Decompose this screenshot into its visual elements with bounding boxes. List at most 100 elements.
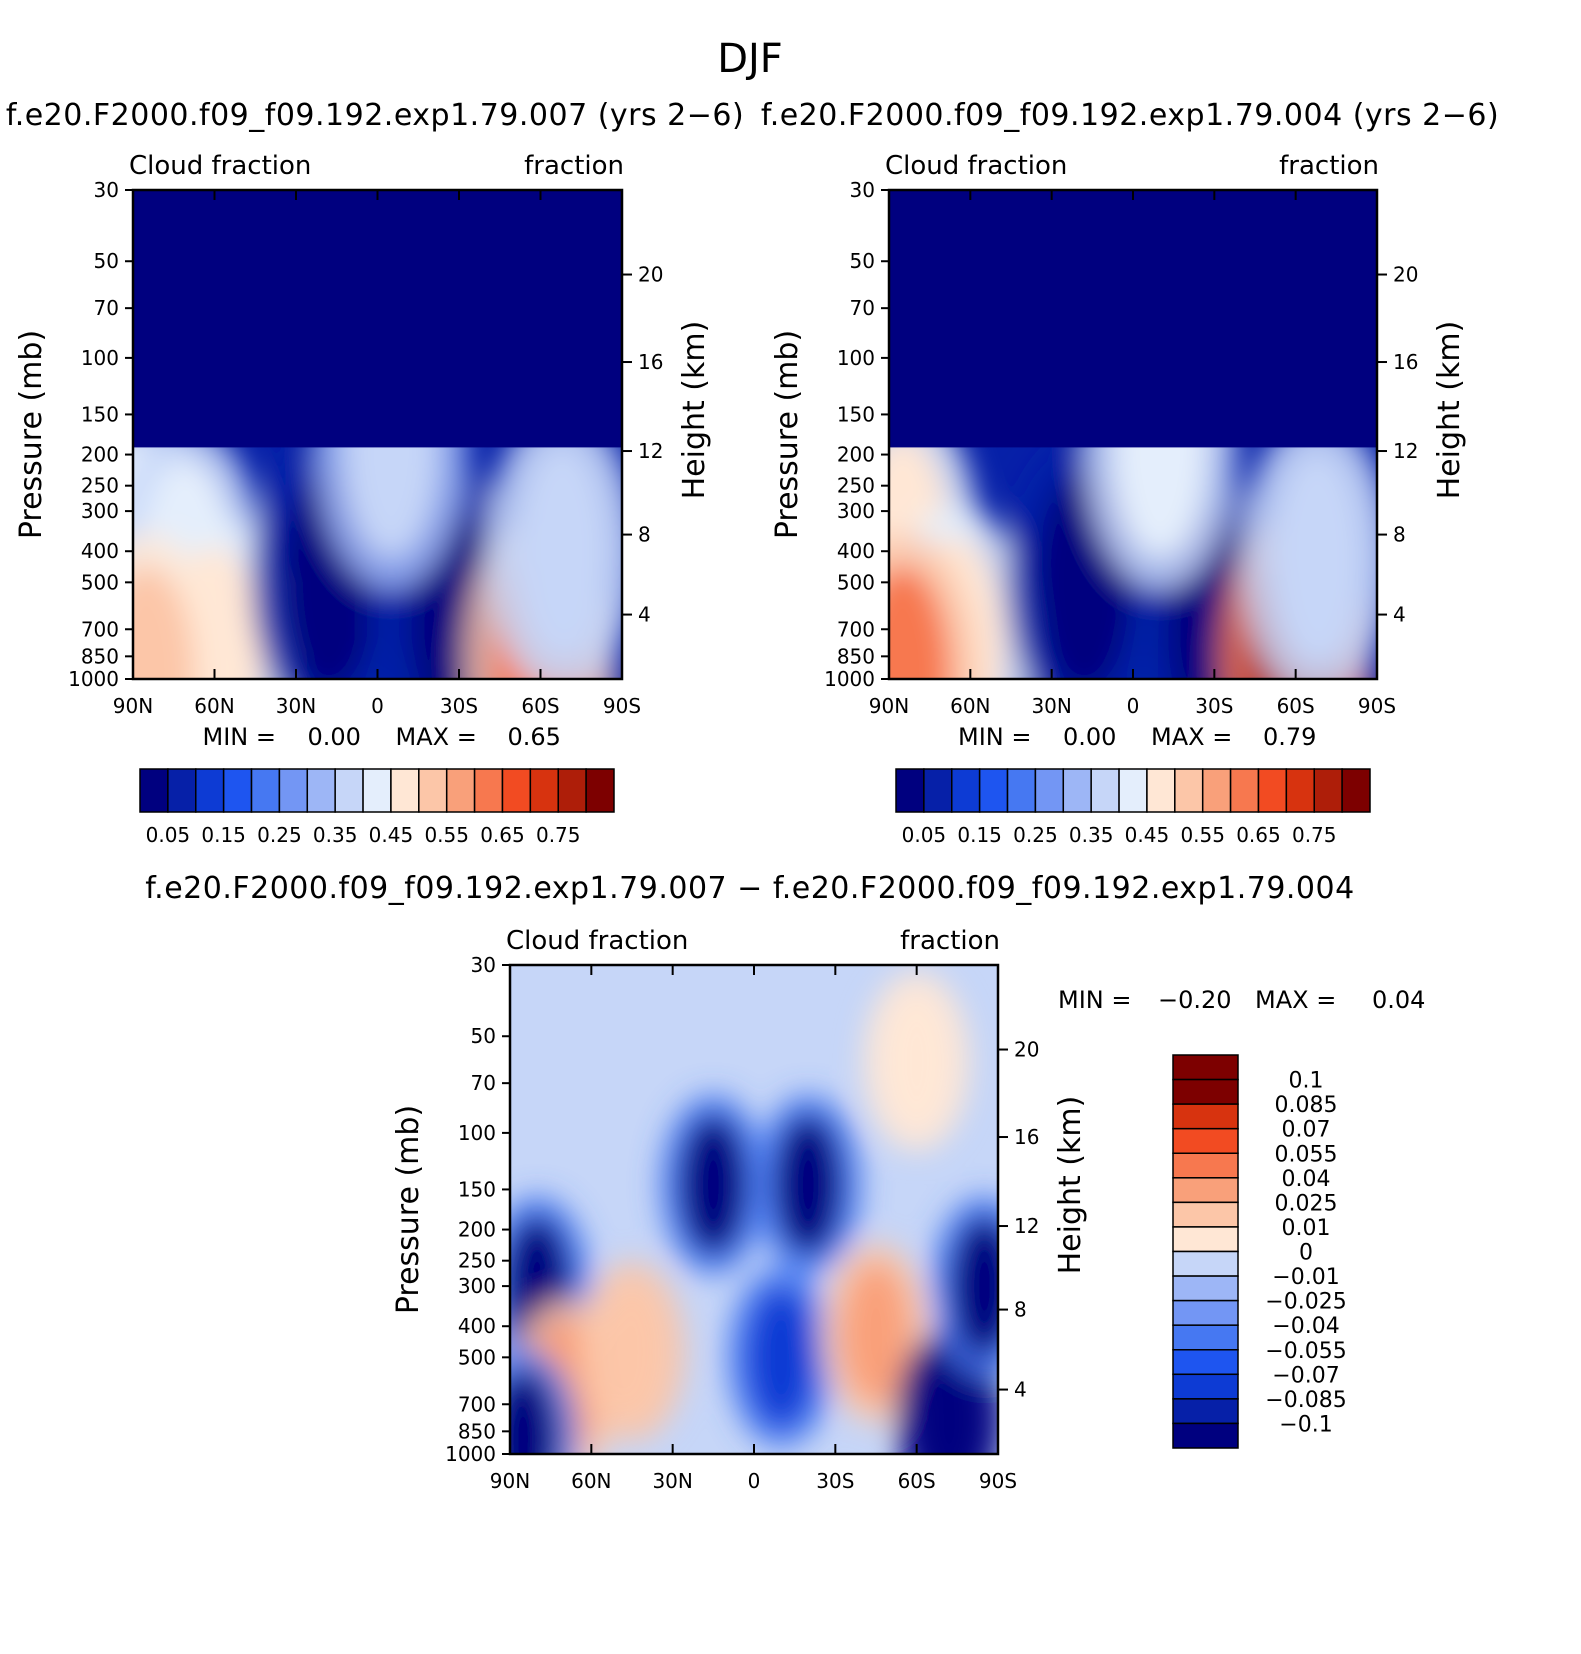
contour-core xyxy=(510,1369,558,1454)
y-tick-label: 500 xyxy=(837,570,875,594)
contour-core xyxy=(950,1216,998,1357)
page-title: DJF xyxy=(717,36,783,82)
min-label: MIN = xyxy=(203,723,276,751)
colorbar-label: −0.055 xyxy=(1265,1339,1346,1364)
contour-core xyxy=(915,1349,984,1454)
y2-tick-label: 4 xyxy=(1393,603,1406,627)
colorbar-box xyxy=(1172,1201,1239,1228)
y-tick-label: 150 xyxy=(458,1177,496,1201)
colorbar-box xyxy=(978,768,1009,813)
colorbar-label: 0.05 xyxy=(902,823,947,847)
panel-3: f.e20.F2000.f09_f09.192.exp1.79.007 − f.… xyxy=(145,871,1425,1493)
colorbar-box xyxy=(1090,768,1120,813)
colorbar-label: 0.75 xyxy=(536,823,581,847)
y2-tick-label: 16 xyxy=(1393,350,1418,374)
colorbar-box xyxy=(222,768,253,813)
colorbar-box xyxy=(1172,1177,1239,1204)
x-tick-label: 60N xyxy=(194,694,234,718)
y-tick-label: 850 xyxy=(458,1419,496,1443)
panel-right-label: fraction xyxy=(1279,151,1379,181)
y-tick-label: 500 xyxy=(458,1345,496,1369)
panel-right-label: fraction xyxy=(900,926,1000,956)
colorbar-box xyxy=(1062,768,1092,813)
contour-core xyxy=(598,1281,666,1422)
x-tick-label: 30N xyxy=(1031,694,1071,718)
y-axis-label: Pressure (mb) xyxy=(770,330,805,539)
panel-title: f.e20.F2000.f09_f09.192.exp1.79.007 − f.… xyxy=(145,871,1354,906)
x-tick-label: 60S xyxy=(521,694,559,718)
colorbar-box xyxy=(557,768,587,813)
colorbar-label: 0.55 xyxy=(424,823,469,847)
colorbar-box xyxy=(418,768,448,813)
colorbar-box xyxy=(250,768,281,813)
y2-tick-label: 16 xyxy=(638,350,663,374)
colorbar-label: −0.085 xyxy=(1265,1388,1346,1413)
x-tick-label: 60N xyxy=(571,1469,611,1493)
colorbar-box xyxy=(529,768,559,813)
y-tick-label: 300 xyxy=(81,499,119,523)
contour-field xyxy=(510,965,998,1454)
y2-axis-label: Height (km) xyxy=(677,321,712,500)
x-tick-label: 30N xyxy=(652,1469,692,1493)
y-tick-label: 100 xyxy=(458,1121,496,1145)
colorbar-label: 0.65 xyxy=(1236,823,1281,847)
colorbar-box xyxy=(1172,1250,1239,1277)
colorbar: 0.10.0850.070.0550.040.0250.010−0.01−0.0… xyxy=(1172,1054,1347,1449)
colorbar-label: 0.05 xyxy=(146,823,191,847)
y-tick-label: 300 xyxy=(837,499,875,523)
x-tick-label: 90S xyxy=(979,1469,1017,1493)
max-label: MAX = xyxy=(1151,723,1232,751)
min-value: 0.00 xyxy=(1063,723,1116,751)
y2-axis-label: Height (km) xyxy=(1432,321,1467,500)
x-tick-label: 30S xyxy=(440,694,478,718)
y2-tick-label: 8 xyxy=(638,523,651,547)
colorbar-label: 0.15 xyxy=(957,823,1002,847)
colorbar-box xyxy=(1172,1349,1239,1376)
colorbar-label: 0.085 xyxy=(1275,1093,1338,1118)
colorbar-box xyxy=(1172,1275,1239,1302)
colorbar-box xyxy=(923,768,953,813)
x-tick-label: 30S xyxy=(816,1469,854,1493)
y-tick-label: 30 xyxy=(94,178,119,202)
colorbar-label: −0.07 xyxy=(1272,1363,1339,1388)
colorbar-box xyxy=(951,768,981,813)
colorbar-label: 0.15 xyxy=(201,823,246,847)
y-tick-label: 200 xyxy=(837,443,875,467)
y2-tick-label: 4 xyxy=(638,603,651,627)
colorbar-box xyxy=(1034,768,1065,813)
panel-right-label: fraction xyxy=(524,151,624,181)
y-tick-label: 150 xyxy=(837,402,875,426)
x-tick-label: 0 xyxy=(748,1469,761,1493)
colorbar-label: 0 xyxy=(1299,1241,1313,1266)
y-tick-label: 250 xyxy=(837,474,875,498)
panel-left-label: Cloud fraction xyxy=(885,151,1067,181)
colorbar-box xyxy=(1006,768,1037,813)
x-tick-label: 30N xyxy=(276,694,316,718)
y2-tick-label: 16 xyxy=(1014,1125,1039,1149)
panel-left-label: Cloud fraction xyxy=(129,151,311,181)
contour-core xyxy=(889,566,951,679)
contour-core xyxy=(514,441,611,662)
y-tick-label: 850 xyxy=(837,644,875,668)
colorbar-label: 0.75 xyxy=(1292,823,1337,847)
y-tick-label: 250 xyxy=(458,1249,496,1273)
y-tick-label: 700 xyxy=(81,617,119,641)
min-value: −0.20 xyxy=(1158,986,1232,1014)
y2-tick-label: 12 xyxy=(1393,439,1418,463)
max-label: MAX = xyxy=(396,723,477,751)
contour-core xyxy=(882,991,951,1132)
contour-field xyxy=(133,190,622,679)
y-tick-label: 50 xyxy=(471,1024,496,1048)
y-tick-label: 400 xyxy=(837,539,875,563)
x-tick-label: 0 xyxy=(371,694,384,718)
colorbar-label: −0.01 xyxy=(1272,1265,1339,1290)
y-tick-label: 100 xyxy=(837,346,875,370)
colorbar-box xyxy=(1172,1103,1239,1130)
colorbar-label: 0.45 xyxy=(369,823,414,847)
y-tick-label: 30 xyxy=(471,953,496,977)
colorbar-box xyxy=(195,768,225,813)
colorbar-box xyxy=(167,768,197,813)
contour-core xyxy=(774,1114,843,1255)
colorbar-label: 0.35 xyxy=(313,823,358,847)
